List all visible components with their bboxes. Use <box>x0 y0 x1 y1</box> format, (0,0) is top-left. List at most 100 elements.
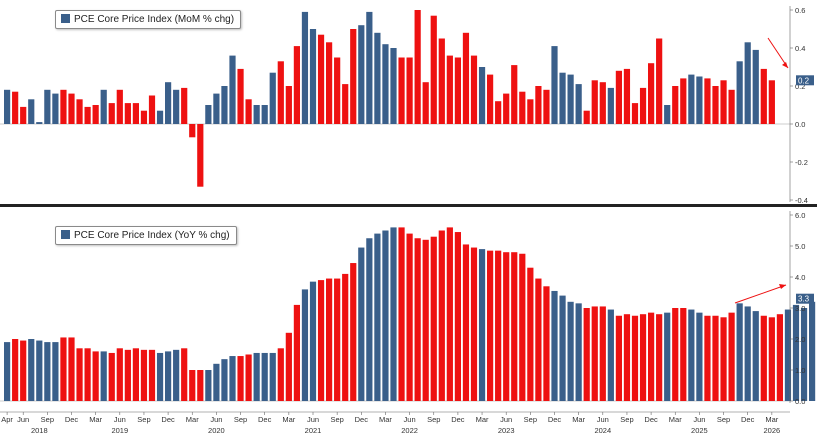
mom-bar <box>100 89 107 124</box>
year-label: 2023 <box>498 426 515 435</box>
x-tick-label: Jun <box>597 415 609 424</box>
mom-bar <box>752 49 759 124</box>
year-label: 2025 <box>691 426 708 435</box>
yoy-bar <box>398 227 405 401</box>
yoy-bar <box>519 253 526 401</box>
yoy-bar <box>309 281 317 401</box>
mom-bar <box>293 46 300 124</box>
mom-bar <box>277 61 284 124</box>
mom-bar <box>12 91 19 124</box>
yoy-bar <box>406 233 413 401</box>
yoy-bar <box>12 339 19 401</box>
yoy-bar <box>792 304 800 401</box>
yoy-bar <box>44 342 51 401</box>
trend-arrow-yoy-head <box>779 284 786 289</box>
mom-bar <box>350 29 357 124</box>
legend-mom: PCE Core Price Index (MoM % chg) <box>55 10 242 29</box>
mom-bar <box>261 105 268 124</box>
mom-bar <box>221 86 228 124</box>
mom-bar <box>696 76 703 124</box>
mom-bar <box>44 89 51 124</box>
year-label: 2020 <box>208 426 225 435</box>
yoy-bar <box>52 342 59 401</box>
last-value-tag-label-0: 0.2 <box>798 76 810 85</box>
mom-bar <box>615 70 622 124</box>
year-label: 2026 <box>764 426 781 435</box>
yoy-bar <box>728 312 735 401</box>
mom-bar <box>165 82 172 124</box>
yoy-bar <box>293 304 300 401</box>
yoy-bar <box>326 278 333 401</box>
x-tick-label: Jun <box>404 415 416 424</box>
mom-bar <box>728 89 735 124</box>
mom-bar <box>398 57 405 124</box>
y-tick-label: 6.0 <box>795 211 805 220</box>
last-value-tag-1 <box>796 293 814 304</box>
y-tick-label: 0.4 <box>795 44 805 53</box>
yoy-bar <box>285 332 292 401</box>
yoy-bar <box>487 250 494 401</box>
x-tick-label: Dec <box>65 415 79 424</box>
yoy-bar <box>366 238 373 401</box>
mom-bar <box>4 89 11 124</box>
panel-divider <box>0 204 817 207</box>
mom-bar <box>631 103 639 124</box>
mom-bar <box>543 89 550 124</box>
yoy-bar <box>752 311 759 401</box>
mom-bar <box>430 15 437 125</box>
yoy-bar <box>688 309 695 401</box>
yoy-bar <box>189 370 196 401</box>
yoy-bar <box>156 352 164 401</box>
x-tick-label: Mar <box>765 415 778 424</box>
mom-bar <box>648 63 655 124</box>
mom-bar <box>535 86 542 124</box>
yoy-bar <box>656 314 663 401</box>
yoy-bar <box>173 349 180 401</box>
mom-bar <box>301 11 309 124</box>
yoy-bar <box>527 267 534 401</box>
mom-bar <box>639 87 647 124</box>
y-tick-label: 5.0 <box>795 242 805 251</box>
year-label: 2021 <box>305 426 322 435</box>
mom-bar <box>148 95 156 124</box>
x-tick-label: Sep <box>234 415 247 424</box>
mom-bar <box>229 55 236 124</box>
yoy-bar <box>205 370 212 401</box>
trend-arrow-yoy <box>734 284 787 304</box>
yoy-bar <box>551 290 558 401</box>
mom-bar <box>342 84 349 124</box>
yoy-bar <box>535 278 542 401</box>
yoy-bar <box>559 295 566 401</box>
yoy-bar <box>543 286 550 401</box>
yoy-bar <box>696 312 703 401</box>
mom-bar <box>551 46 558 124</box>
yoy-bar <box>462 244 470 401</box>
yoy-bar <box>390 227 397 401</box>
x-tick-label: Dec <box>161 415 175 424</box>
mom-bar <box>285 86 292 124</box>
year-label: 2022 <box>401 426 418 435</box>
mom-bar <box>52 93 59 124</box>
yoy-bar <box>358 247 365 401</box>
x-tick-label: Sep <box>717 415 730 424</box>
yoy-bar <box>84 348 91 401</box>
y-tick-label: 0.0 <box>795 397 805 406</box>
yoy-bar <box>680 308 687 401</box>
yoy-bar <box>454 232 461 401</box>
yoy-bar <box>382 230 389 401</box>
yoy-bar <box>672 308 679 401</box>
yoy-bar <box>422 239 429 401</box>
x-tick-label: Apr <box>1 415 13 424</box>
mom-bar <box>358 25 365 125</box>
mom-bar <box>269 72 276 124</box>
mom-bar <box>478 67 486 124</box>
yoy-bar <box>809 301 816 401</box>
mom-bar <box>374 32 381 124</box>
yoy-bar <box>20 340 27 401</box>
mom-bar <box>487 74 494 124</box>
mom-bar <box>495 101 502 124</box>
yoy-bar <box>776 314 783 401</box>
mom-bar <box>20 106 27 124</box>
